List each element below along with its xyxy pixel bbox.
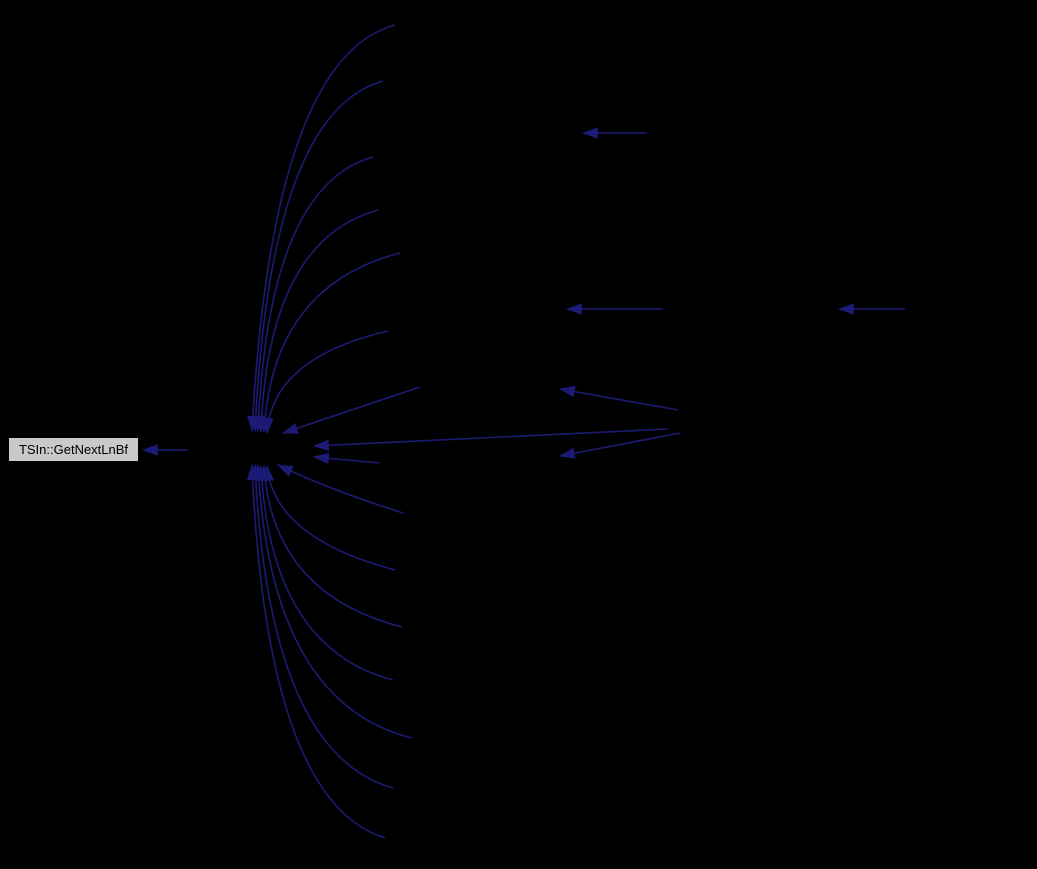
edge-group [141,24,905,839]
graph-edge [249,80,384,433]
graph-edge [259,252,401,434]
graph-edge [252,156,374,433]
graph-edge [253,463,413,739]
graph-edge [276,464,404,514]
graph-edge [255,209,379,434]
function-node-label: TSIn::GetNextLnBf [18,442,129,457]
graph-edge [312,452,381,465]
graph-edge [558,385,679,411]
graph-edge [262,330,389,435]
graph-edge [246,463,386,839]
graph-edge [247,24,396,433]
graph-edge [256,464,394,681]
graph-edge [249,463,394,789]
function-node-tsin-getnextlnbf: TSIn::GetNextLnBf [8,437,139,462]
graph-edge [558,432,681,459]
graph-edge [312,428,669,451]
graph-edge [262,464,396,571]
graph-edge [259,464,403,628]
graph-edge [281,386,421,434]
